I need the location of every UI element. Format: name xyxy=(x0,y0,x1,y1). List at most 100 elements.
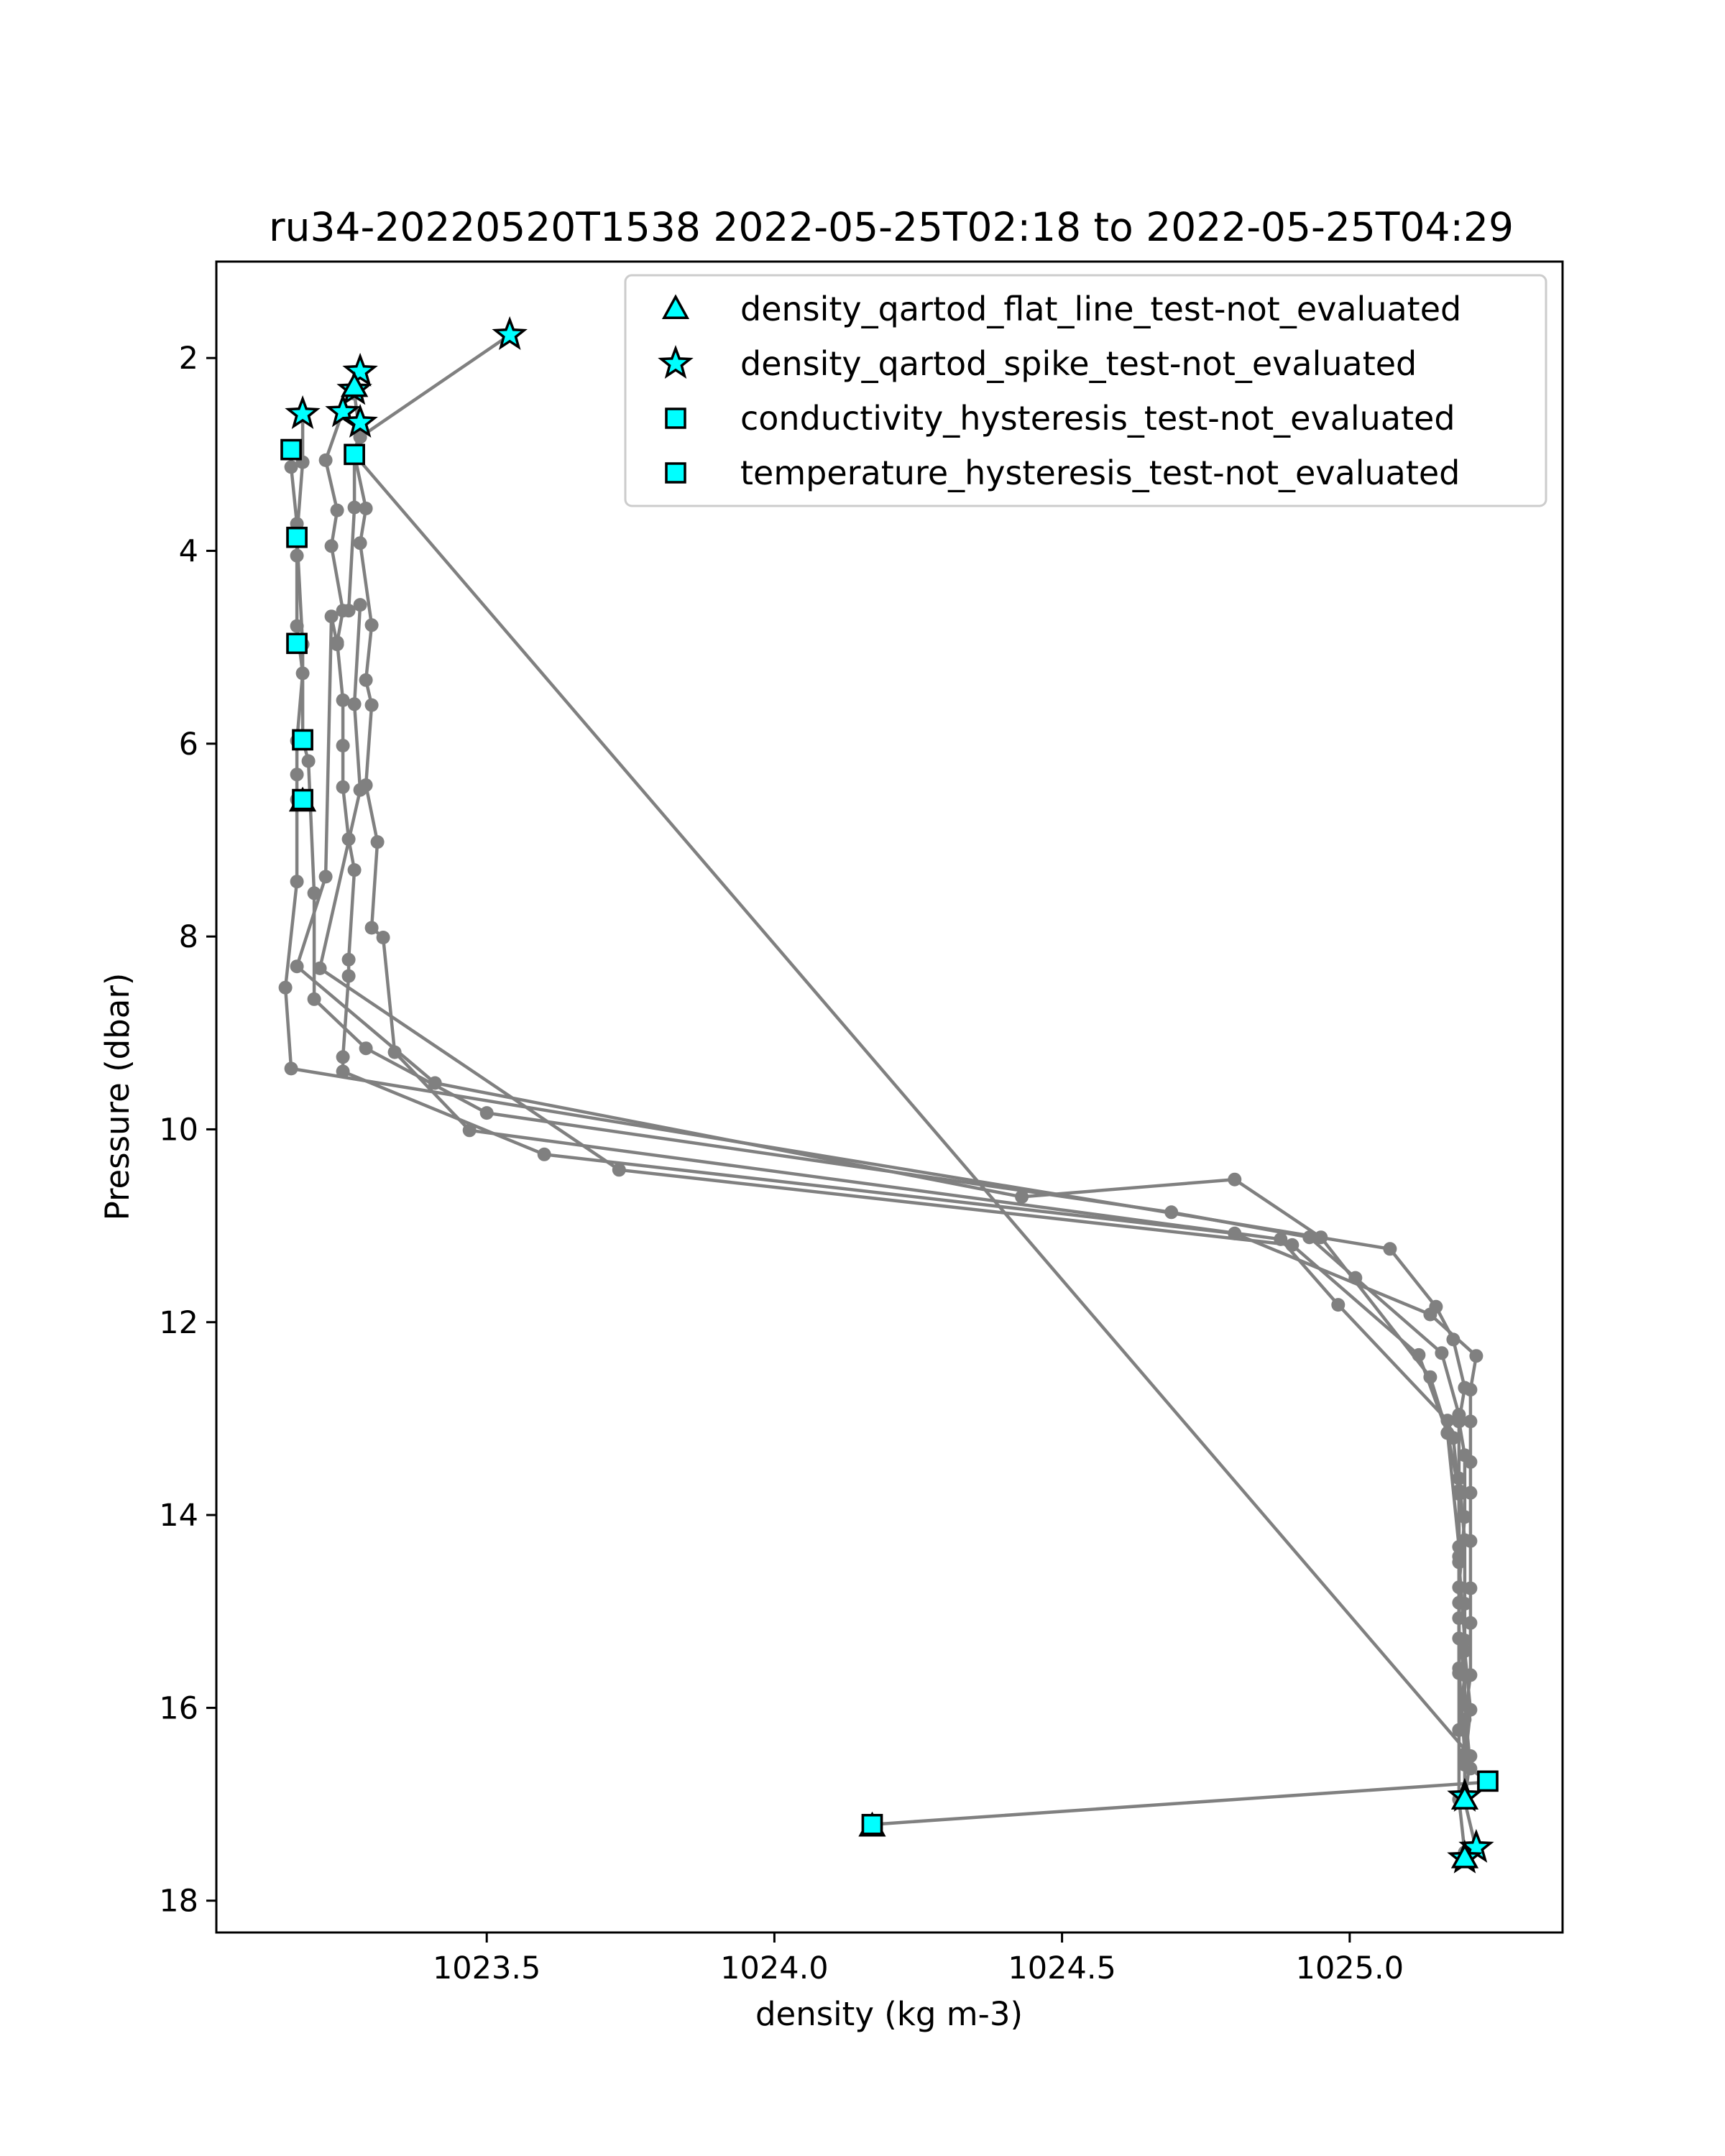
profile-point xyxy=(1463,1534,1478,1548)
hysteresis-flag-marker xyxy=(861,1813,883,1835)
profile-point xyxy=(1463,1616,1478,1630)
x-tick-label: 1024.5 xyxy=(1008,1950,1116,1986)
profile-point xyxy=(1463,1581,1478,1595)
profile-point xyxy=(1452,1539,1466,1554)
y-axis-label: Pressure (dbar) xyxy=(98,973,137,1221)
hysteresis-flag-marker xyxy=(292,788,313,811)
profile-point xyxy=(347,500,362,515)
spike-flag-marker xyxy=(342,404,378,438)
hysteresis-flag-marker xyxy=(280,438,302,461)
profile-point xyxy=(336,1050,350,1064)
profile-point xyxy=(347,863,362,877)
legend-label: density_qartod_flat_line_test-not_evalua… xyxy=(740,290,1461,328)
profile-point xyxy=(1458,1747,1472,1761)
y-tick-label: 6 xyxy=(179,727,198,763)
x-tick-label: 1025.0 xyxy=(1296,1950,1404,1986)
legend-box xyxy=(624,274,1547,507)
profile-point xyxy=(359,1041,373,1056)
profile-point xyxy=(1463,1455,1478,1469)
profile-point xyxy=(1452,1661,1466,1675)
flat-line-flag-marker xyxy=(341,372,369,397)
hysteresis-flag-marker xyxy=(286,526,308,548)
y-tick-label: 4 xyxy=(179,533,198,569)
legend-marker-triangle xyxy=(661,294,690,319)
profile-point xyxy=(1458,1644,1472,1658)
profile-line-2 xyxy=(352,393,1478,1862)
profile-point xyxy=(284,460,298,474)
profile-point xyxy=(353,783,367,797)
profile-point xyxy=(370,835,385,849)
profile-point xyxy=(612,1163,626,1177)
profile-point xyxy=(341,969,356,983)
profile-point xyxy=(364,618,379,632)
profile-point xyxy=(330,637,344,652)
profile-point xyxy=(336,1064,350,1079)
profile-point xyxy=(387,1045,402,1059)
profile-point xyxy=(301,754,316,768)
spike-flag-marker xyxy=(285,395,321,430)
y-tick-label: 14 xyxy=(159,1498,198,1534)
profile-point xyxy=(364,698,379,712)
profile-point xyxy=(1228,1172,1242,1187)
spike-flag-marker xyxy=(492,316,528,351)
legend-marker-square xyxy=(665,462,686,484)
profile-line-1 xyxy=(352,333,1490,1826)
profile-point xyxy=(1463,1383,1478,1397)
hysteresis-flag-marker xyxy=(286,632,308,655)
legend-label: density_qartod_spike_test-not_evaluated xyxy=(740,344,1417,383)
profile-point xyxy=(307,992,321,1006)
profile-point xyxy=(1423,1370,1438,1384)
profile-point xyxy=(336,780,350,794)
profile-point xyxy=(428,1076,442,1090)
profile-point xyxy=(1285,1238,1300,1252)
profile-point xyxy=(290,875,304,889)
x-tick-label: 1024.0 xyxy=(720,1950,828,1986)
profile-point xyxy=(364,921,379,935)
y-tick-label: 12 xyxy=(159,1305,198,1341)
profile-point xyxy=(318,453,333,467)
x-axis-label: density (kg m-3) xyxy=(755,1995,1023,2033)
profile-line-3 xyxy=(283,449,1467,1853)
legend-label: conductivity_hysteresis_test-not_evaluat… xyxy=(740,399,1455,438)
hysteresis-flag-marker xyxy=(344,443,365,466)
profile-point xyxy=(347,697,362,711)
hysteresis-flag-marker xyxy=(1477,1770,1499,1792)
profile-point xyxy=(284,1061,298,1076)
profile-point xyxy=(330,503,344,517)
y-tick-label: 2 xyxy=(179,341,198,377)
profile-point xyxy=(290,959,304,974)
legend: density_qartod_flat_line_test-not_evalua… xyxy=(624,274,1547,507)
y-tick-label: 18 xyxy=(159,1884,198,1920)
legend-marker-square xyxy=(665,407,686,429)
profile-point xyxy=(1314,1230,1328,1245)
spike-flag-marker xyxy=(325,393,361,428)
y-tick-label: 10 xyxy=(159,1112,198,1148)
plot-marks xyxy=(278,316,1499,1874)
profile-point xyxy=(1469,1349,1484,1363)
profile-point xyxy=(1440,1426,1455,1440)
y-tick-label: 8 xyxy=(179,919,198,955)
profile-point xyxy=(1452,1484,1466,1498)
profile-point xyxy=(1452,1595,1466,1610)
flat-line-flag-marker xyxy=(1450,1784,1479,1810)
profile-point xyxy=(307,886,321,900)
flat-line-flag-marker xyxy=(1450,1843,1479,1869)
profile-point xyxy=(336,693,350,707)
profile-point xyxy=(1463,1414,1478,1429)
profile-point xyxy=(1302,1230,1317,1245)
profile-line-7 xyxy=(295,614,1467,1754)
chart-title: ru34-20220520T1538 2022-05-25T02:18 to 2… xyxy=(269,204,1514,250)
hysteresis-flag-marker xyxy=(292,729,313,751)
profile-point xyxy=(1331,1298,1346,1312)
profile-point xyxy=(1164,1205,1179,1220)
profile-point xyxy=(324,609,339,624)
profile-point xyxy=(1463,1485,1478,1500)
profile-point xyxy=(341,952,356,967)
x-tick-label: 1023.5 xyxy=(433,1950,540,1986)
profile-point xyxy=(1435,1346,1449,1360)
profile-point xyxy=(376,931,390,944)
profile-point xyxy=(359,502,373,515)
legend-label: temperature_hysteresis_test-not_evaluate… xyxy=(740,453,1460,492)
profile-point xyxy=(537,1147,551,1161)
